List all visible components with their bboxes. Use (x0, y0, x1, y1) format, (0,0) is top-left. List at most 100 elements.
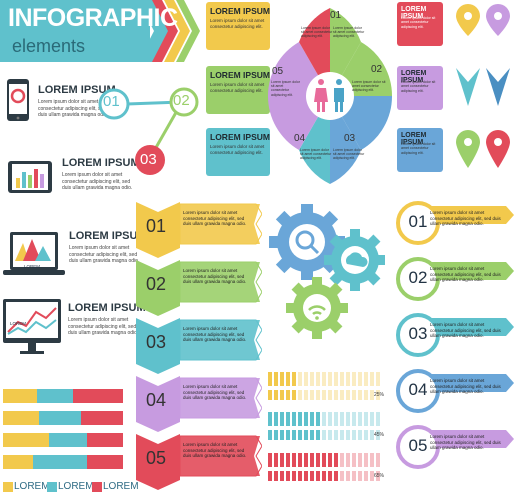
page-subtitle: elements (12, 36, 86, 56)
node-diagram (98, 87, 199, 175)
wheel-segment-06: 06 (306, 10, 318, 21)
device-1-text: Lorem ipsum dolor sit amet consectetur a… (38, 99, 109, 118)
info-box-purple-title: LOREM IPSUM (401, 70, 427, 84)
info-box-red-text: Lorem ipsum dolor sit amet consectetur a… (401, 16, 436, 29)
progress-bar-3-label: 65% (374, 473, 385, 479)
stacked-bar-4-segment-3 (87, 455, 123, 469)
stacked-bar-3-segment-3 (87, 433, 123, 447)
wheel-text-01: Lorem ipsum dolor sit amet consectetur a… (333, 26, 365, 39)
chevron-3-shape (136, 318, 262, 374)
chevron-3-number: 03 (146, 332, 167, 352)
circle-item-3-shape (396, 313, 514, 357)
wheel-segment-03: 03 (344, 133, 356, 144)
info-box-yellow-text: Lorem ipsum dolor sit amet consectetur a… (210, 18, 265, 29)
info-box-yellow: LOREM IPSUM Lorem ipsum dolor sit amet c… (206, 2, 270, 50)
stacked-bar-2-segment-2 (39, 411, 81, 425)
wheel-text-03: Lorem ipsum dolor sit amet consectetur a… (333, 148, 365, 161)
progress-bar-1-label: 25% (374, 392, 385, 398)
wheel-segment-05: 05 (272, 66, 284, 77)
info-box-purple: LOREM IPSUM Lorem ipsum dolor sit amet c… (397, 66, 443, 110)
device-1-heading: LOREM IPSUM (38, 84, 116, 96)
wheel-text-02: Lorem ipsum dolor sit amet consectetur a… (352, 80, 386, 93)
stacked-bar-4-segment-1 (3, 455, 33, 469)
info-box-blue-title: LOREM IPSUM (401, 132, 427, 146)
circle-item-2-number: 02 (408, 268, 428, 287)
stacked-bar-3-segment-1 (3, 433, 49, 447)
chevron-5-number: 05 (146, 448, 167, 468)
title-arrows (138, 0, 200, 62)
wheel-text-05: Lorem ipsum dolor sit amet consectetur a… (271, 80, 300, 97)
chevron-5-text: Lorem ipsum dolor sit amet consectetur a… (183, 442, 247, 459)
node-01-label: 01 (103, 93, 120, 110)
stacked-bar-3-segment-2 (48, 433, 87, 447)
gears-illustration (269, 204, 385, 339)
circle-item-1-text: Lorem ipsum dolor sit amet consectetur a… (430, 210, 501, 227)
circle-item-4-number: 04 (408, 380, 428, 399)
info-box-teal-text: Lorem ipsum dolor sit amet consectetur a… (210, 144, 265, 155)
page-title: INFOGRAPHIC (8, 4, 178, 32)
legend-label-1: LOREM (14, 481, 50, 492)
circle-item-3-text: Lorem ipsum dolor sit amet consectetur a… (430, 322, 501, 339)
device-3-text: Lorem ipsum dolor sit amet consectetur a… (69, 245, 140, 264)
info-box-red-title: LOREM IPSUM (401, 6, 427, 20)
info-box-purple-text: Lorem ipsum dolor sit amet consectetur a… (401, 80, 436, 93)
circle-item-2-text: Lorem ipsum dolor sit amet consectetur a… (430, 266, 501, 283)
stacked-bar-2-segment-1 (3, 411, 39, 425)
title-banner (0, 0, 150, 62)
wheel-text-06: Lorem ipsum dolor sit amet consectetur a… (301, 26, 333, 39)
legend-label-2: LOREM (58, 481, 94, 492)
chevron-4-shape (136, 376, 262, 432)
info-box-teal-title: LOREM IPSUM (210, 132, 270, 142)
laptop-icon (3, 232, 65, 275)
info-box-green: LOREM IPSUM Lorem ipsum dolor sit amet c… (206, 66, 270, 114)
legend-swatch-yellow (3, 482, 13, 492)
circle-item-1-shape (396, 201, 514, 245)
legend-swatch-teal (47, 482, 57, 492)
info-box-blue-text: Lorem ipsum dolor sit amet consectetur a… (401, 142, 436, 155)
stacked-bar-4-segment-2 (33, 455, 87, 469)
wheel-segment-04: 04 (294, 133, 306, 144)
progress-bar-2 (268, 412, 380, 440)
circle-item-2-shape (396, 257, 514, 301)
chevron-3-text: Lorem ipsum dolor sit amet consectetur a… (183, 326, 247, 343)
circle-item-5-shape (396, 425, 514, 469)
device-2-heading: LOREM IPSUM (62, 157, 140, 169)
circle-item-4-shape (396, 369, 514, 413)
wheel-segment-02: 02 (371, 64, 383, 75)
stacked-bar-2-segment-3 (81, 411, 123, 425)
monitor-icon (3, 299, 61, 354)
device-4-text: Lorem ipsum dolor sit amet consectetur a… (68, 317, 139, 336)
monitor-screen-label: LOREM (10, 321, 27, 326)
legend-label-3: LOREM (103, 481, 139, 492)
info-box-green-title: LOREM IPSUM (210, 70, 270, 80)
wheel-segment-01: 01 (330, 10, 342, 21)
chevron-2-text: Lorem ipsum dolor sit amet consectetur a… (183, 268, 247, 285)
chevron-1-text: Lorem ipsum dolor sit amet consectetur a… (183, 210, 247, 227)
progress-bar-2-label: 45% (374, 432, 385, 438)
node-03-label: 03 (140, 151, 157, 168)
phone-icon (7, 79, 29, 121)
chevron-5-shape (136, 434, 262, 490)
info-box-blue: LOREM IPSUM Lorem ipsum dolor sit amet c… (397, 128, 443, 172)
device-2-text: Lorem ipsum dolor sit amet consectetur a… (62, 172, 133, 191)
progress-bar-1 (268, 372, 380, 400)
chevron-1-shape (136, 202, 262, 258)
circle-item-3-number: 03 (408, 324, 428, 343)
wheel-text-04: Lorem ipsum dolor sit amet consectetur a… (300, 148, 332, 161)
info-box-yellow-title: LOREM IPSUM (210, 6, 270, 16)
device-3-heading: LOREM IPSUM (69, 230, 147, 242)
info-box-red: LOREM IPSUM Lorem ipsum dolor sit amet c… (397, 2, 443, 46)
circle-item-4-text: Lorem ipsum dolor sit amet consectetur a… (430, 378, 501, 395)
legend-swatch-red (92, 482, 102, 492)
device-4-heading: LOREM IPSUM (68, 302, 146, 314)
chevron-2-number: 02 (146, 274, 167, 294)
tablet-icon (8, 161, 52, 193)
stacked-bar-1-segment-1 (3, 389, 37, 403)
chevron-2-shape (136, 260, 262, 316)
progress-bar-3 (268, 453, 380, 481)
circle-item-5-number: 05 (408, 436, 428, 455)
stacked-bar-1-segment-2 (36, 389, 73, 403)
circle-item-1-number: 01 (408, 212, 428, 231)
circle-item-5-text: Lorem ipsum dolor sit amet consectetur a… (430, 434, 501, 451)
chevron-1-number: 01 (146, 216, 167, 236)
